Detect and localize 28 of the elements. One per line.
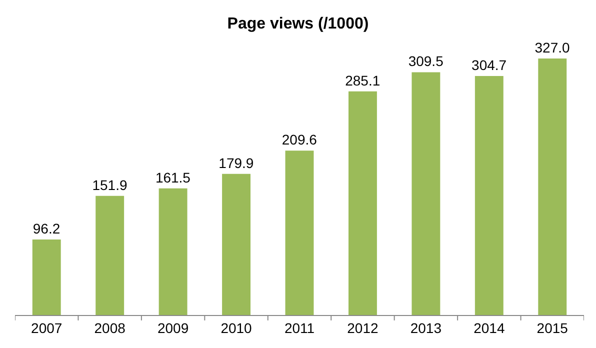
x-tick-label: 2012 [347,320,378,336]
x-tick-label: 2007 [31,320,62,336]
bar [412,72,440,315]
x-tick-label: 2009 [157,320,189,336]
bar [32,240,61,315]
bar [222,174,250,315]
bar [96,196,124,315]
data-label: 285.1 [345,72,380,88]
bar [348,91,377,315]
x-tick-label: 2015 [536,320,568,336]
data-label: 96.2 [32,220,60,237]
bar [474,76,504,315]
x-tick-label: 2010 [220,320,252,336]
data-label: 309.5 [408,53,444,70]
data-label: 304.7 [472,56,507,73]
bar [285,150,314,315]
x-tick-label: 2013 [410,320,442,336]
bar [158,188,188,315]
x-tick-label: 2011 [284,320,315,336]
data-label: 209.6 [282,132,318,148]
data-label: 179.9 [218,154,254,171]
bar [538,58,567,315]
chart-title: Page views (/1000) [227,16,369,33]
data-label: 327.0 [534,40,570,56]
data-label: 161.5 [155,169,191,186]
x-tick-label: 2008 [94,320,126,336]
x-tick-label: 2014 [474,320,505,336]
data-label: 151.9 [92,176,128,193]
